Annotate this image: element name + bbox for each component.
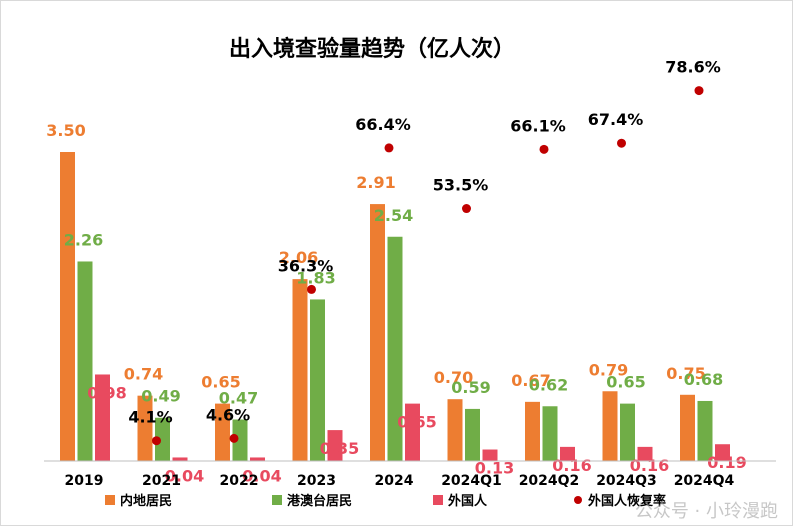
bar-内地居民-2024Q2 — [525, 401, 540, 461]
recovery-label: 78.6% — [665, 58, 721, 77]
recovery-dot-2024 — [384, 143, 394, 153]
bar-value-label: 0.47 — [219, 389, 258, 408]
legend-swatch — [272, 495, 282, 505]
bar-外国人-2021 — [172, 457, 188, 461]
recovery-label: 66.4% — [355, 115, 411, 134]
bar-value-label: 2.54 — [374, 206, 413, 225]
legend-swatch — [105, 495, 115, 505]
bar-外国人-2024Q1 — [482, 449, 498, 461]
bar-value-label: 0.65 — [606, 373, 645, 392]
recovery-label: 36.3% — [278, 256, 334, 275]
recovery-dot-2024Q1 — [462, 204, 471, 214]
recovery-label: 67.4% — [588, 110, 644, 129]
recovery-dot-2024Q4 — [694, 86, 704, 96]
bar-value-label: 2.06 — [279, 248, 318, 267]
recovery-label: 53.5% — [433, 176, 489, 195]
bar-港澳台居民-2024 — [387, 236, 403, 461]
bar-港澳台居民-2024Q2 — [542, 406, 558, 461]
x-tick-2024Q3: 2024Q3 — [596, 473, 657, 489]
legend-label: 港澳台居民 — [287, 493, 352, 509]
bar-value-label: 2.91 — [356, 173, 395, 192]
bar-港澳台居民-2023 — [310, 299, 325, 461]
legend-label: 外国人 — [447, 493, 488, 509]
x-tick-labels: 2019 2021 2022 2023 2024 2024Q1 2024Q2 2024Q3 20… — [65, 473, 735, 489]
bar-value-label: 0.35 — [320, 439, 359, 458]
bar-内地居民-2024Q3 — [602, 391, 618, 461]
bars-group: 3.502.260.980.740.490.040.650.470.042.06… — [46, 121, 746, 485]
bar-value-label: 0.79 — [589, 360, 628, 379]
bar-外国人-2024Q2 — [560, 446, 575, 461]
x-tick-2024Q2: 2024Q2 — [519, 473, 580, 489]
recovery-label: 66.1% — [510, 116, 566, 135]
bar-value-label: 0.59 — [451, 378, 490, 397]
bar-内地居民-2019 — [60, 152, 75, 461]
legend-label: 内地居民 — [120, 493, 172, 509]
bar-value-label: 3.50 — [46, 121, 85, 140]
bar-value-label: 0.74 — [124, 365, 163, 384]
bar-外国人-2024 — [405, 403, 420, 461]
bar-value-label: 0.13 — [475, 459, 514, 478]
bar-外国人-2024Q4 — [715, 444, 730, 461]
bar-港澳台居民-2019 — [77, 261, 93, 461]
bar-港澳台居民-2022 — [232, 419, 248, 461]
legend-swatch — [574, 496, 582, 504]
legend-label: 外国人恢复率 — [587, 493, 666, 509]
bar-value-label: 0.70 — [434, 368, 473, 387]
bar-value-label: 2.26 — [64, 230, 103, 249]
bar-外国人-2022 — [250, 457, 265, 461]
bar-内地居民-2024Q4 — [680, 394, 695, 461]
bar-港澳台居民-2021 — [155, 417, 170, 461]
bar-value-label: 0.04 — [165, 466, 204, 485]
recovery-label: 4.1% — [128, 408, 172, 427]
bar-内地居民-2024Q1 — [447, 399, 463, 461]
bar-value-label: 0.62 — [529, 375, 568, 394]
bar-内地居民-2024 — [370, 204, 385, 462]
recovery-dot-2023 — [307, 284, 316, 294]
watermark: 公众号 · 小玲漫跑 — [635, 501, 778, 522]
bar-value-label: 0.19 — [707, 453, 746, 472]
bar-外国人-2019 — [95, 374, 110, 461]
bar-value-label: 0.68 — [684, 370, 723, 389]
recovery-dot-2024Q2 — [539, 144, 549, 154]
bar-港澳台居民-2024Q4 — [697, 400, 713, 461]
x-tick-2019: 2019 — [65, 473, 104, 489]
bar-value-label: 0.49 — [141, 387, 180, 406]
bar-value-label: 0.04 — [242, 466, 281, 485]
bar-value-label: 0.98 — [87, 383, 126, 402]
recovery-dot-2022 — [229, 433, 239, 443]
bar-外国人-2024Q3 — [637, 446, 653, 461]
x-tick-2021: 2021 — [142, 473, 181, 489]
bar-value-label: 1.83 — [296, 268, 335, 287]
bar-value-label: 0.65 — [397, 413, 436, 432]
bar-内地居民-2023 — [292, 279, 308, 461]
bar-港澳台居民-2024Q1 — [465, 408, 480, 461]
bar-港澳台居民-2024Q3 — [620, 403, 635, 461]
x-tick-2024: 2024 — [375, 473, 414, 489]
bar-外国人-2023 — [327, 430, 343, 461]
recovery-dot-2021 — [152, 436, 161, 446]
x-tick-2024Q1: 2024Q1 — [441, 473, 502, 489]
chart-title: 出入境查验量趋势（亿人次） — [229, 36, 515, 62]
bar-内地居民-2022 — [215, 403, 230, 461]
x-tick-2023: 2023 — [297, 473, 336, 489]
recovery-dots-group: 4.1% 4.6% 36.3% 66.4% 53.5% 66.1% 67.4% 78.6% — [128, 58, 721, 446]
bar-value-label: 0.65 — [201, 373, 240, 392]
legend-swatch — [433, 495, 443, 505]
x-tick-2022: 2022 — [220, 473, 259, 489]
bar-内地居民-2021 — [137, 395, 153, 461]
x-tick-2024Q4: 2024Q4 — [674, 473, 735, 489]
recovery-label: 4.6% — [206, 405, 250, 424]
bar-value-label: 0.67 — [511, 371, 550, 390]
legend: 内地居民 港澳台居民 外国人 外国人恢复率 — [105, 493, 666, 509]
bar-value-label: 0.75 — [666, 364, 705, 383]
recovery-dot-2024Q3 — [617, 138, 626, 148]
